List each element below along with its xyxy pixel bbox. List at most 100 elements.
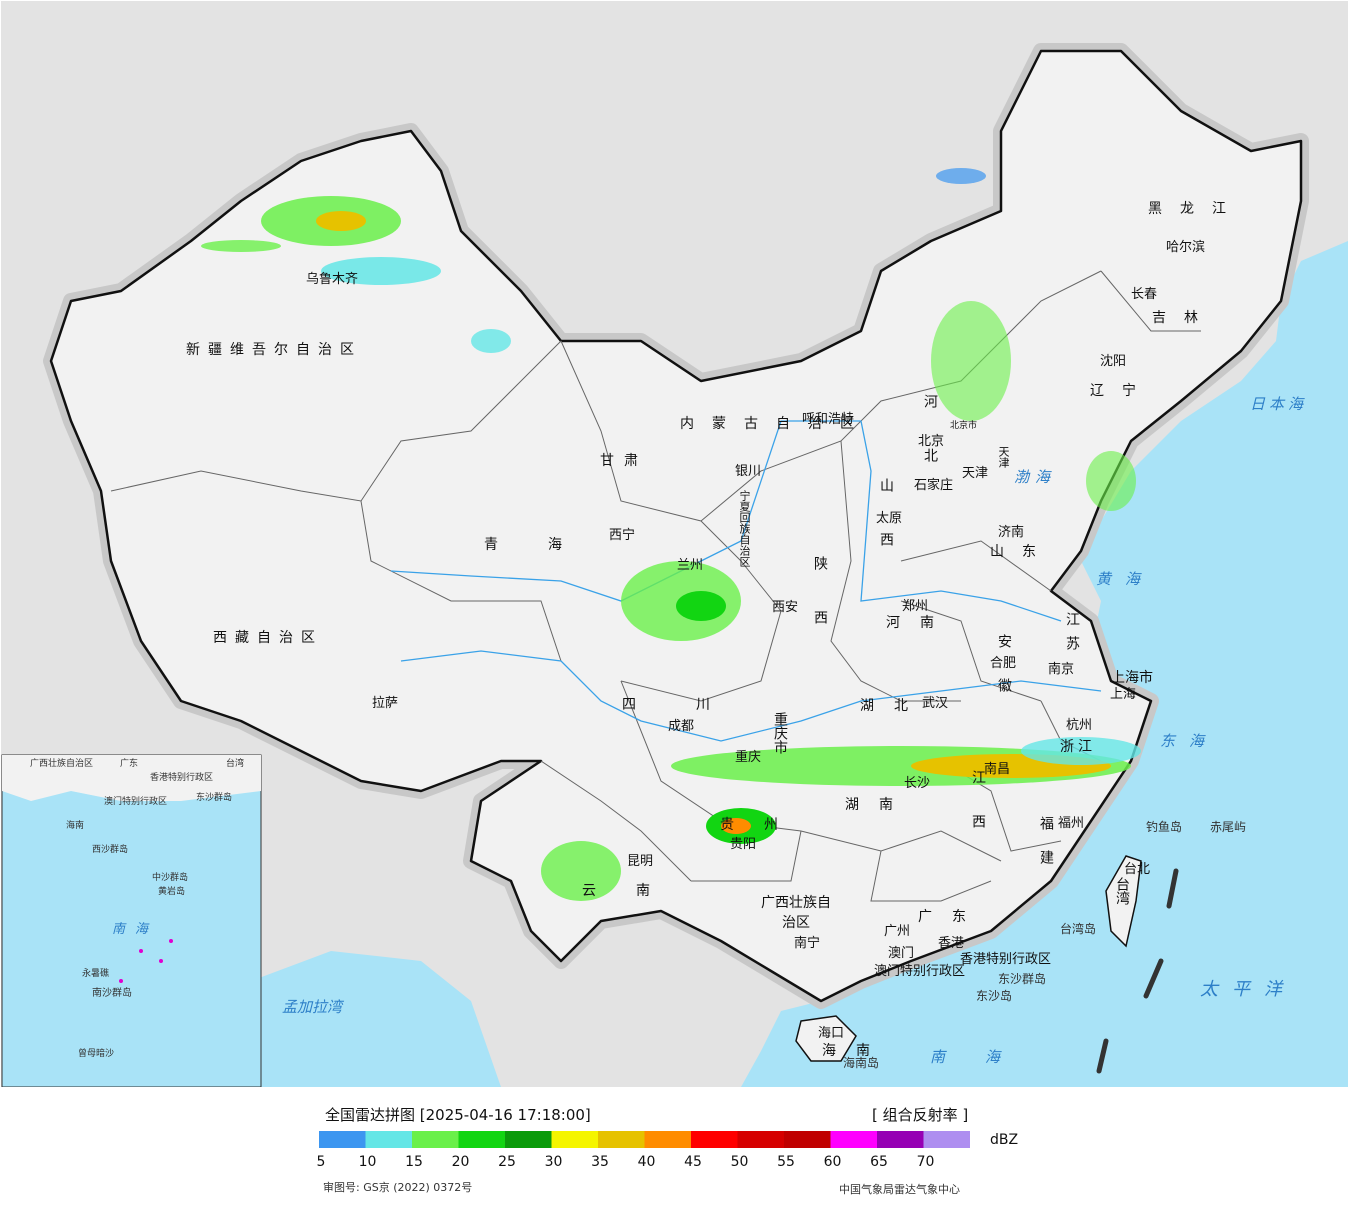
- colorbar-tick-label: 70: [916, 1154, 935, 1170]
- china-radar-map: [1, 1, 1348, 1087]
- city-lanzhou: 兰州: [677, 558, 704, 573]
- city-shijiazhuang: 石家庄: [914, 478, 954, 493]
- city-jinan: 济南: [998, 525, 1025, 540]
- inset-label-taiwan: 台湾: [226, 759, 245, 769]
- colorbar-tick-label: 55: [777, 1154, 795, 1170]
- colorbar-swatch: [551, 1131, 598, 1148]
- colorbar-swatch: [830, 1131, 877, 1148]
- region-label-neimenggu: 内蒙古自治区: [680, 416, 872, 432]
- colorbar-tick-label: 20: [451, 1154, 470, 1170]
- colorbar-swatch: [784, 1131, 831, 1148]
- inset-label-hainan: 海南: [66, 821, 85, 831]
- region-label-chongqing: 重庆市: [772, 712, 788, 754]
- region-label-hongkong: 香港特别行政区: [960, 952, 1052, 967]
- inset-label-nansha: 南沙群岛: [92, 988, 132, 999]
- island-dongsha-dao: 东沙岛: [976, 989, 1013, 1003]
- colorbar-swatch: [923, 1131, 970, 1148]
- colorbar-tick-label: 10: [358, 1154, 377, 1170]
- rivers: [390, 420, 1102, 742]
- city-hohhot: 呼和浩特: [802, 412, 855, 427]
- region-label-shanghai: 上海市: [1111, 670, 1153, 686]
- colorbar-tick-label: 60: [823, 1154, 842, 1170]
- colorbar-tick-label: 45: [684, 1154, 702, 1170]
- region-label-hebei: 河北: [922, 394, 938, 502]
- inset-label-yongshu: 永暑礁: [82, 969, 110, 979]
- city-nanning: 南宁: [794, 936, 821, 951]
- region-label-macau: 澳门特别行政区: [874, 964, 966, 979]
- city-fuzhou: 福州: [1058, 816, 1085, 831]
- colorbar-swatch: [412, 1131, 459, 1148]
- region-label-taiwan: 台湾: [1114, 877, 1130, 905]
- region-label-jiangsu: 江苏: [1064, 612, 1080, 660]
- legend-unit: dBZ: [990, 1132, 1019, 1148]
- inset-label-south-sea: 南海: [112, 922, 159, 937]
- inset-label-dongsha: 东沙群岛: [196, 793, 233, 803]
- region-label-yunnan: 云南: [582, 883, 690, 899]
- inset-label-hongkong: 香港特别行政区: [150, 773, 214, 783]
- city-haikou: 海口: [818, 1026, 845, 1041]
- city-tianjin: 天津: [962, 466, 989, 481]
- colorbar-swatch: [877, 1131, 924, 1148]
- inset-label-zengmu: 曾母暗沙: [78, 1049, 115, 1059]
- city-hongkong: 香港: [938, 936, 965, 951]
- city-taiyuan: 太原: [876, 511, 903, 526]
- inset-label-macau: 澳门特别行政区: [104, 797, 168, 807]
- sea-label-south-sea: 南海: [930, 1048, 1041, 1066]
- city-shanghai: 上海: [1110, 687, 1137, 702]
- city-xian: 西安: [772, 600, 799, 615]
- region-label-heilongjiang: 黑龙江: [1148, 201, 1244, 217]
- city-nanchang: 南昌: [984, 762, 1011, 777]
- island-hainan: 海南岛: [843, 1056, 880, 1070]
- colorbar-swatch: [737, 1131, 784, 1148]
- city-xining: 西宁: [609, 528, 636, 543]
- region-label-beijing: 北京市: [950, 421, 978, 431]
- city-changchun: 长春: [1131, 287, 1158, 302]
- colorbar-swatch: [365, 1131, 412, 1148]
- colorbar-swatch: [691, 1131, 738, 1148]
- city-chengdu: 成都: [668, 719, 695, 734]
- legend-product: [ 组合反射率 ]: [872, 1106, 969, 1124]
- region-label-guizhou: 贵州: [720, 817, 808, 833]
- city-beijing: 北京: [918, 434, 945, 449]
- colorbar-swatch: [319, 1131, 366, 1148]
- city-urumqi: 乌鲁木齐: [306, 272, 359, 287]
- colorbar-swatch: [458, 1131, 505, 1148]
- pacific-sea: [741, 241, 1348, 1087]
- nine-dash-line: [1096, 868, 1179, 1074]
- city-nanjing: 南京: [1048, 662, 1075, 677]
- island-chiwei: 赤尾屿: [1210, 820, 1247, 834]
- sea-label-bengal: 孟加拉湾: [282, 998, 343, 1016]
- colorbar-swatch: [644, 1131, 691, 1148]
- region-label-guangxi: 广西壮族自治区: [761, 895, 831, 931]
- region-label-liaoning: 辽宁: [1090, 383, 1154, 399]
- island-diaoyu: 钓鱼岛: [1146, 820, 1183, 834]
- legend-title: 全国雷达拼图 [2025-04-16 17:18:00]: [325, 1106, 591, 1124]
- colorbar-ticks: 5 10 15 20 25 30 35 40 45 50 55 60 65 70: [0, 1154, 1349, 1174]
- region-label-fujian: 福建: [1038, 816, 1054, 884]
- region-label-xinjiang: 新疆维吾尔自治区: [186, 342, 362, 358]
- region-label-gansu: 甘肃: [600, 453, 648, 469]
- region-label-xizang: 西藏自治区: [213, 630, 323, 646]
- inset-label-zhongsha: 中沙群岛: [152, 873, 189, 883]
- taiwan-island: [1105, 855, 1142, 948]
- region-label-hubei: 湖北: [860, 698, 928, 714]
- city-changsha: 长沙: [904, 776, 931, 791]
- region-label-guangdong: 广东: [918, 909, 986, 925]
- city-lhasa: 拉萨: [372, 696, 399, 711]
- colorbar-swatch: [505, 1131, 552, 1148]
- city-kunming: 昆明: [627, 854, 654, 869]
- colorbar-swatch: [598, 1131, 645, 1148]
- south-china-sea-inset: [1, 754, 262, 1087]
- city-hefei: 合肥: [990, 656, 1017, 671]
- colorbar-tick-label: 5: [316, 1154, 326, 1170]
- region-label-sichuan: 四川: [622, 697, 770, 713]
- region-label-shandong: 山东: [990, 544, 1054, 560]
- city-yinchuan: 银川: [735, 464, 762, 479]
- region-label-ningxia: 宁夏回族自治区: [738, 490, 751, 567]
- sea-label-bohai: 渤海: [1014, 468, 1057, 486]
- legend-panel: [0, 1088, 1349, 1208]
- city-wuhan: 武汉: [922, 696, 949, 711]
- approval-number: 审图号: GS京 (2022) 0372号: [323, 1181, 473, 1194]
- region-label-anhui: 安徽: [996, 634, 1012, 722]
